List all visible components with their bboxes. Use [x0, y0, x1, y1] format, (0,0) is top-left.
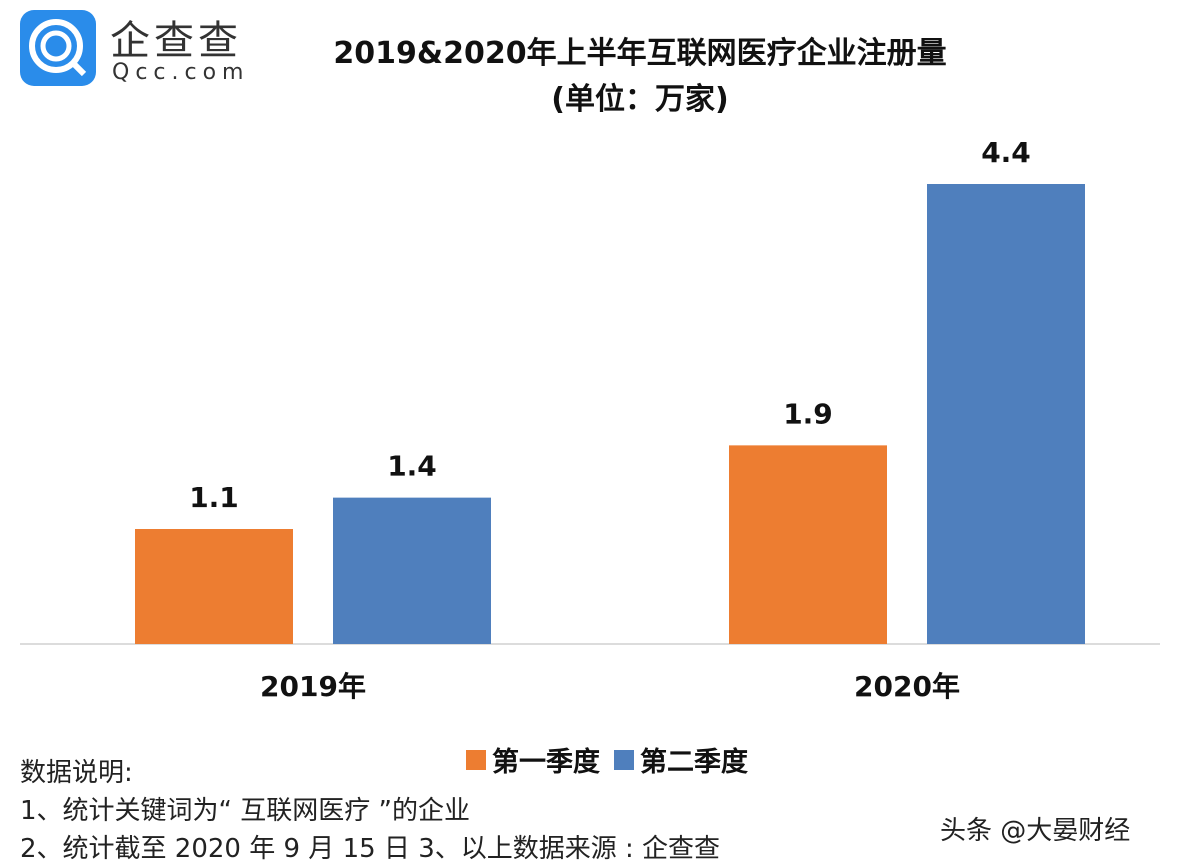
watermark: 头条 @大晏财经	[940, 816, 1131, 846]
notes-line-1: 1、统计关键词为“ 互联网医疗 ”的企业	[20, 796, 471, 826]
data-label: 1.1	[189, 481, 239, 514]
x-tick-label: 2020年	[854, 670, 960, 703]
logo-text-cn: 企查查	[110, 18, 242, 64]
qcc-logo-icon	[20, 10, 96, 86]
bar-2019年-第二季度	[333, 497, 491, 644]
bar-2019年-第一季度	[135, 529, 293, 644]
legend-label-q2: 第二季度	[640, 747, 748, 778]
legend-swatch-q2	[614, 749, 634, 770]
data-label: 1.4	[387, 450, 437, 483]
bar-2020年-第二季度	[927, 184, 1085, 644]
data-label: 1.9	[783, 397, 833, 430]
legend: 第一季度 第二季度	[466, 740, 748, 779]
bar-2020年-第一季度	[729, 445, 887, 644]
chart-title: 2019&2020年上半年互联网医疗企业注册量	[333, 36, 947, 71]
chart-subtitle: (单位：万家)	[551, 82, 729, 117]
legend-label-q1: 第一季度	[492, 747, 600, 778]
x-tick-label: 2019年	[260, 670, 366, 703]
notes-heading: 数据说明:	[20, 758, 133, 788]
logo-text-en: Qcc.com	[112, 60, 250, 85]
legend-swatch-q1	[466, 749, 486, 770]
data-label: 4.4	[981, 136, 1031, 169]
notes-line-2: 2、统计截至 2020 年 9 月 15 日 3、以上数据来源 : 企查查	[20, 834, 721, 864]
